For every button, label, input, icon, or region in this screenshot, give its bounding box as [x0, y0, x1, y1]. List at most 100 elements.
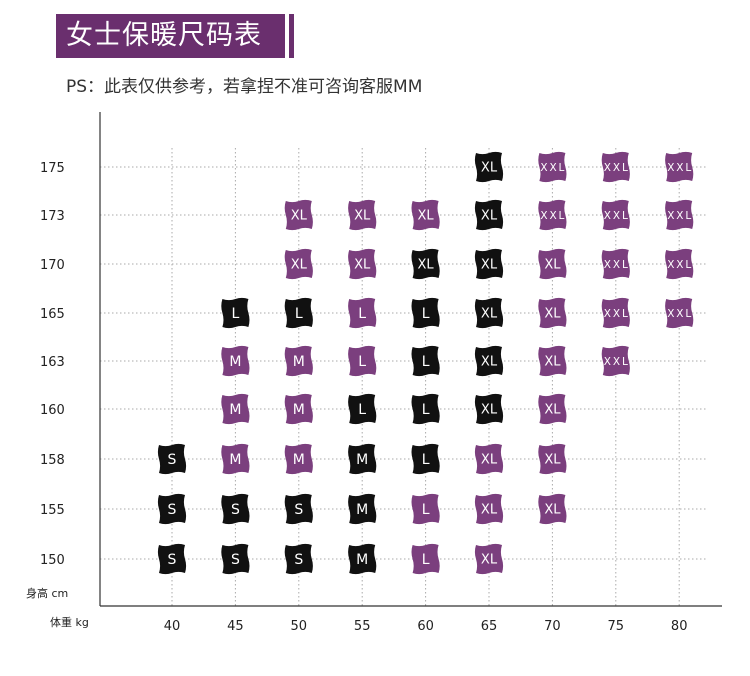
size-tag-label: XL: [544, 258, 561, 273]
size-tag-label: L: [422, 402, 430, 418]
size-tag-shape: [411, 248, 440, 280]
size-tag-shape: [411, 297, 440, 329]
size-tag-label: XL: [481, 553, 498, 568]
size-tag-m: M: [221, 393, 250, 425]
size-tag-s: S: [284, 493, 313, 525]
size-tag-shape: [284, 297, 313, 329]
size-tag-shape: [348, 248, 377, 280]
x-tick-label: 65: [481, 619, 498, 634]
size-tag-label: S: [231, 552, 240, 568]
size-tag-shape: [601, 151, 630, 183]
size-tag-xxl: XXL: [665, 248, 694, 280]
size-tag-l: L: [411, 393, 440, 425]
size-tag-shape: [221, 443, 250, 475]
size-tag-xl: XL: [474, 443, 504, 475]
size-tag-shape: [474, 493, 504, 525]
size-tag-label: XL: [544, 403, 561, 418]
size-tag-label: XXL: [604, 259, 628, 271]
size-tag-xxl: XXL: [601, 151, 630, 183]
size-tag-shape: [665, 248, 694, 280]
size-tag-l: L: [221, 297, 250, 329]
size-tag-shape: [348, 345, 377, 377]
size-tag-label: XXL: [604, 308, 628, 320]
size-tag-label: XL: [354, 258, 371, 273]
size-tag-l: L: [411, 345, 440, 377]
size-tag-shape: [665, 199, 694, 231]
size-tag-xxl: XXL: [601, 297, 630, 329]
size-tag-xl: XL: [474, 151, 504, 183]
size-tag-shape: [474, 199, 504, 231]
size-tag-label: XXL: [540, 210, 564, 222]
size-tag-shape: [538, 443, 567, 475]
size-tag-xl: XL: [538, 393, 567, 425]
size-tag-l: L: [411, 443, 440, 475]
size-tag-m: M: [284, 443, 313, 475]
size-tag-shape: [348, 443, 377, 475]
size-tag-shape: [284, 443, 313, 475]
size-tag-label: S: [168, 452, 177, 468]
size-tag-shape: [221, 393, 250, 425]
size-tag-m: M: [348, 493, 377, 525]
size-tag-label: M: [229, 354, 241, 370]
size-tag-label: XL: [481, 161, 498, 176]
size-tag-xl: XL: [538, 493, 567, 525]
y-tick-label: 150: [40, 553, 65, 568]
chart-marks: XL XXL XXL XXL XL XL XL XL XXL XXL XXL XL XL XL XL XL XX…: [157, 151, 694, 575]
size-tag-l: L: [348, 345, 377, 377]
size-tag-shape: [601, 297, 630, 329]
size-tag-s: S: [284, 543, 313, 575]
x-tick-label: 60: [417, 619, 434, 634]
size-tag-m: M: [284, 393, 313, 425]
size-tag-label: M: [356, 552, 368, 568]
size-tag-xl: XL: [538, 248, 567, 280]
size-tag-label: XL: [481, 403, 498, 418]
size-tag-xl: XL: [474, 297, 504, 329]
size-tag-label: XXL: [604, 162, 628, 174]
size-tag-label: XL: [481, 355, 498, 370]
size-tag-xxl: XXL: [601, 345, 630, 377]
size-tag-shape: [538, 248, 567, 280]
size-tag-xl: XL: [348, 199, 377, 231]
size-tag-xxl: XXL: [665, 151, 694, 183]
size-tag-label: XL: [291, 209, 308, 224]
y-tick-label: 170: [40, 258, 65, 273]
size-tag-label: XL: [481, 503, 498, 518]
size-tag-label: XL: [354, 209, 371, 224]
size-tag-shape: [538, 199, 567, 231]
size-tag-shape: [284, 543, 313, 575]
size-tag-shape: [411, 443, 440, 475]
size-tag-xl: XL: [474, 345, 504, 377]
size-tag-shape: [411, 199, 440, 231]
size-tag-s: S: [221, 543, 250, 575]
size-tag-shape: [284, 493, 313, 525]
size-tag-label: XXL: [604, 356, 628, 368]
size-tag-label: L: [295, 306, 303, 322]
size-tag-shape: [474, 345, 504, 377]
y-tick-label: 160: [40, 403, 65, 418]
title-accent-bar: [289, 14, 294, 58]
size-tag-shape: [411, 393, 440, 425]
size-tag-xl: XL: [474, 393, 504, 425]
size-tag-xxl: XXL: [538, 151, 567, 183]
size-tag-label: XL: [481, 453, 498, 468]
size-tag-label: M: [229, 402, 241, 418]
size-tag-shape: [348, 493, 377, 525]
size-tag-shape: [538, 493, 567, 525]
size-tag-shape: [348, 297, 377, 329]
size-tag-xxl: XXL: [601, 199, 630, 231]
size-tag-shape: [348, 199, 377, 231]
size-tag-label: L: [422, 452, 430, 468]
size-tag-label: XL: [418, 209, 435, 224]
size-tag-label: M: [356, 502, 368, 518]
size-tag-shape: [538, 393, 567, 425]
y-axis-label: 身高 cm: [26, 586, 68, 600]
size-tag-l: L: [348, 393, 377, 425]
size-tag-label: XL: [544, 453, 561, 468]
size-tag-label: L: [422, 354, 430, 370]
size-tag-label: XL: [481, 209, 498, 224]
size-tag-shape: [284, 199, 313, 231]
size-tag-l: L: [411, 297, 440, 329]
size-tag-shape: [411, 543, 440, 575]
size-tag-shape: [538, 151, 567, 183]
size-tag-xl: XL: [411, 199, 440, 231]
